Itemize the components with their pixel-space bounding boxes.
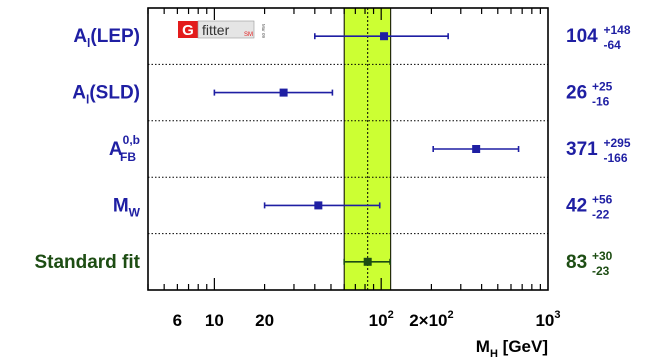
band-layer — [343, 7, 392, 291]
x-tick-label: 2×102 — [409, 309, 453, 330]
row-value: 104 — [566, 26, 598, 47]
row-label-sub: FB — [120, 150, 136, 164]
row-value-central: 26 — [566, 83, 587, 104]
x-axis-title: MH [GeV] — [476, 337, 548, 360]
x-tick-label: 20 — [255, 311, 274, 330]
data-point — [314, 201, 323, 210]
x-tick-label-base: 6 — [173, 311, 182, 330]
row-label-sup: 0,b — [123, 133, 140, 147]
x-tick-label-base: 2×10 — [409, 311, 447, 330]
logo-word: fitter — [202, 22, 230, 38]
row-value-err-plus: +30 — [592, 249, 613, 263]
x-tick-label-exponent: 2 — [447, 309, 453, 321]
row-value: 26 — [566, 83, 587, 104]
row-label-main: A — [72, 83, 86, 104]
row-label-main: M — [113, 195, 129, 216]
data-point — [363, 257, 372, 266]
row-label-suffix: (LEP) — [90, 26, 140, 47]
x-tick-label: 6 — [173, 311, 182, 330]
data-point — [472, 145, 481, 153]
logo-g-box — [178, 21, 198, 38]
row-value-central: 83 — [566, 252, 587, 273]
row-label-main: A — [73, 26, 87, 47]
row-value: 371 — [566, 139, 598, 160]
row-label: A0,b FB — [109, 133, 140, 164]
x-tick-label: 102 — [369, 309, 394, 330]
plot-frame — [147, 7, 549, 291]
x-tick-label-exponent: 2 — [388, 309, 394, 321]
logo-word-box — [197, 20, 255, 39]
row-label-sub: l — [86, 93, 89, 107]
x-tick-label-base: 10 — [205, 311, 224, 330]
x-tick-label-base: 20 — [255, 311, 274, 330]
row-value-err-plus: +148 — [604, 23, 631, 37]
gfitter-logo: G fitter SM Mar 09 — [178, 20, 266, 39]
logo-tag: SM — [244, 32, 253, 38]
row-value-err-plus: +56 — [592, 192, 613, 206]
logo-date: Mar 09 — [261, 24, 266, 39]
x-tick-label-base: 10 — [369, 311, 388, 330]
row-value: 42 — [566, 195, 587, 216]
row-value-err-minus: -64 — [604, 38, 622, 52]
tick-layer — [147, 8, 541, 290]
x-axis-title-sub: H — [490, 348, 498, 360]
row-label-suffix: (SLD) — [89, 83, 140, 104]
row-label-main: A — [109, 139, 123, 160]
svg-text:MH [GeV]: MH [GeV] — [476, 337, 548, 360]
row-label-main: Standard fit — [34, 252, 140, 273]
errorbar-layer — [213, 32, 520, 266]
row-label: MW — [113, 195, 141, 219]
row-value-err-plus: +295 — [604, 136, 631, 150]
x-tick-label-exponent: 3 — [554, 309, 560, 321]
x-tick-label-base: 10 — [535, 311, 554, 330]
row-value-central: 42 — [566, 195, 587, 216]
row-value-err-minus: -16 — [592, 95, 610, 109]
row-label: Al(LEP) — [73, 26, 140, 50]
row-value-err-minus: -23 — [592, 264, 610, 278]
row-label-sub: l — [87, 36, 90, 50]
row-value-err-minus: -22 — [592, 207, 610, 221]
x-tick-label-layer: 6 10 20 102 2×102 103 — [173, 309, 561, 330]
logo-g-letter: G — [182, 22, 194, 39]
x-axis-title-main: M — [476, 337, 490, 356]
row-value-err-plus: +25 — [592, 80, 613, 94]
row-value-central: 104 — [566, 26, 598, 47]
separator-layer — [148, 63, 548, 235]
row-label-sub: W — [129, 205, 141, 219]
data-point — [279, 88, 288, 97]
x-tick-label: 10 — [205, 311, 224, 330]
row-label: Al(SLD) — [72, 83, 140, 107]
row-label: Standard fit — [34, 252, 140, 273]
row-value-central: 371 — [566, 139, 598, 160]
x-axis-title-unit: [GeV] — [503, 337, 548, 356]
value-label-layer: 104 +148-64 26 +25-16 371 +295-166 42 +56-22 83 +… — [566, 23, 631, 278]
x-tick-label: 103 — [535, 309, 560, 330]
row-value-err-minus: -166 — [604, 151, 628, 165]
row-value: 83 — [566, 252, 587, 273]
row-label-scripts: 0,b FB — [120, 133, 140, 164]
data-point — [380, 32, 389, 41]
